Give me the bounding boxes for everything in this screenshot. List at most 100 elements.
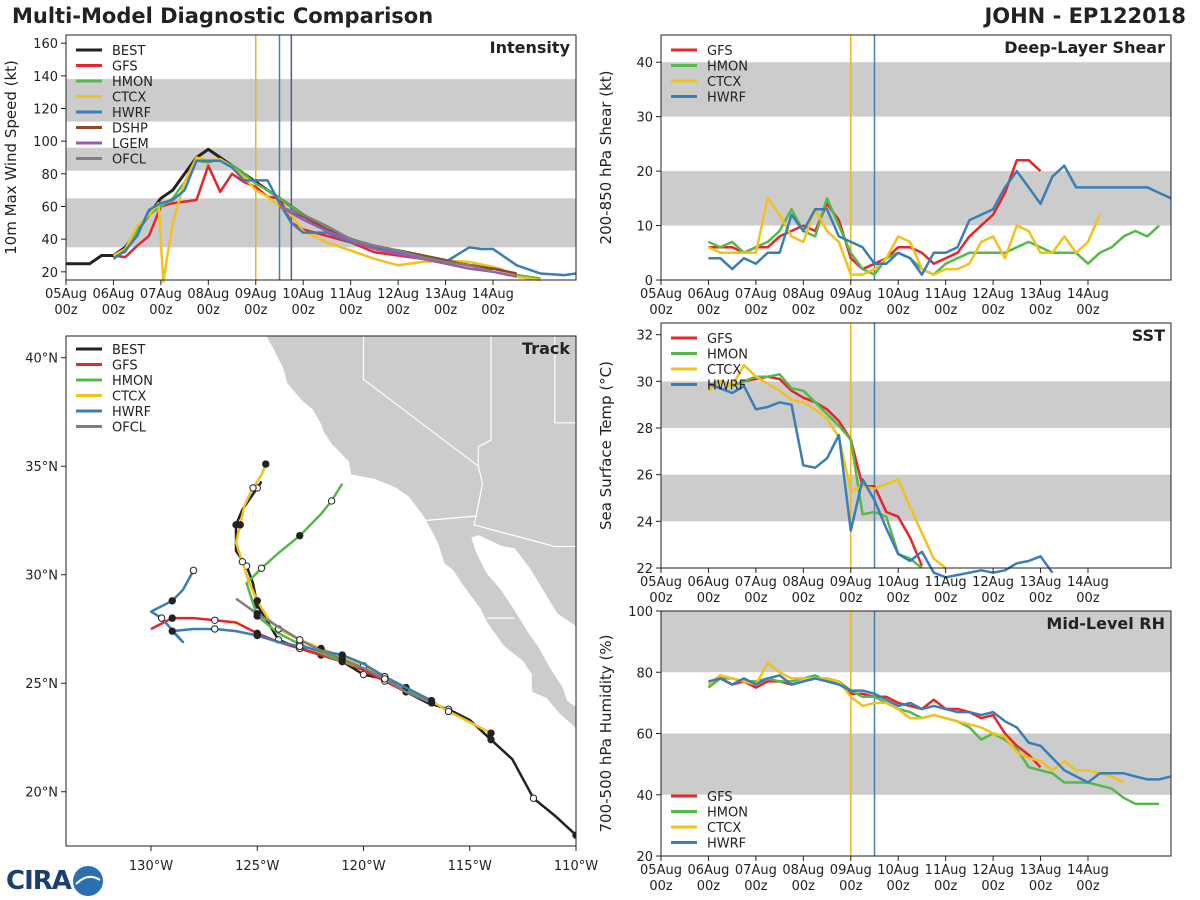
rh-xtick-label: 05Aug	[640, 863, 682, 878]
shear-xtick-sublabel: 00z	[934, 303, 958, 318]
intensity-ytick-label: 100	[33, 135, 58, 150]
rh-xtick-label: 12Aug	[972, 863, 1014, 878]
intensity-legend-label: LGEM	[112, 137, 149, 152]
shear-series-hwrf	[708, 164, 1172, 276]
shear-legend-label: CTCX	[707, 75, 741, 90]
track-hmon-point	[296, 531, 304, 540]
rh-xtick-sublabel: 00z	[697, 879, 721, 894]
intensity-xtick-sublabel: 00z	[54, 303, 78, 318]
track-frame	[65, 335, 577, 847]
sst-ytick-label: 32	[636, 329, 653, 344]
sst-ytick-label: 30	[636, 375, 653, 390]
track-ctcx-point	[253, 597, 261, 605]
sst-series-hwrf	[707, 382, 1054, 579]
sst-xtick-sublabel: 00z	[981, 591, 1005, 606]
intensity-ytick-label: 20	[41, 266, 58, 281]
rh-xtick-label: 06Aug	[687, 863, 729, 878]
track-hmon-point	[327, 497, 336, 505]
track-legend-label: HMON	[112, 374, 153, 389]
sst-xtick-label: 07Aug	[735, 575, 777, 590]
shear-series-ctcx	[707, 197, 1101, 276]
intensity-legend-label: GFS	[112, 60, 138, 75]
intensity-xtick-sublabel: 00z	[102, 303, 126, 318]
rh-xtick-sublabel: 00z	[792, 879, 816, 894]
intensity-xtick-label: 06Aug	[92, 287, 134, 302]
track-legend-label: GFS	[112, 359, 138, 374]
rh-xtick-sublabel: 00z	[649, 879, 673, 894]
track-legend-label: BEST	[112, 343, 145, 358]
intensity-ytick-label: 60	[41, 201, 58, 216]
intensity-legend-label: HWRF	[112, 106, 151, 121]
track-best-point	[529, 794, 538, 802]
track-legend-label: OFCL	[112, 421, 147, 436]
track-best-point	[487, 735, 495, 744]
shear-ytick-label: 40	[636, 56, 653, 71]
intensity-xtick-label: 12Aug	[377, 287, 419, 302]
track-ytick-label: 25°N	[25, 677, 58, 692]
intensity-frame	[65, 34, 577, 281]
shear-legend-label: HWRF	[707, 91, 746, 106]
rh-legend-label: HWRF	[707, 837, 746, 852]
rh-series-ctcx	[707, 661, 1125, 784]
track-ofcl-point	[427, 699, 436, 707]
shear-xtick-sublabel: 00z	[1076, 303, 1100, 318]
rh-xtick-label: 13Aug	[1020, 863, 1062, 878]
intensity-xtick-label: 08Aug	[187, 287, 229, 302]
intensity-xtick-sublabel: 00z	[434, 303, 458, 318]
shear-xtick-label: 07Aug	[735, 287, 777, 302]
intensity-ytick-label: 160	[33, 37, 58, 52]
cira-logo-globe	[73, 866, 103, 896]
rh-legend-label: CTCX	[707, 821, 741, 836]
shear-ytick-label: 20	[636, 165, 653, 180]
shear-xtick-label: 12Aug	[972, 287, 1014, 302]
sst-legend-label: HWRF	[707, 379, 746, 394]
track-hwrf-point	[189, 566, 198, 575]
track-hwrf-point	[253, 631, 261, 640]
intensity-xtick-sublabel: 00z	[481, 303, 505, 318]
rh-xtick-sublabel: 00z	[1029, 879, 1053, 894]
border-line	[537, 336, 576, 424]
track-panel: 130°W 125°W 120°W 115°W 110°W 20°N 25°N 30°N 35°…	[25, 335, 598, 874]
storm-id: JOHN - EP122018	[984, 4, 1186, 28]
track-gfs	[150, 616, 432, 704]
intensity-xtick-label: 10Aug	[282, 287, 324, 302]
intensity-xtick-label: 07Aug	[140, 287, 182, 302]
globe-swoosh	[75, 875, 101, 885]
sst-series-hmon	[707, 373, 923, 569]
rh-ytick-label: 100	[628, 605, 653, 620]
intensity-xtick-sublabel: 00z	[149, 303, 173, 318]
track-xtick-label: 110°W	[554, 859, 598, 874]
sst-ylabel: Sea Surface Temp (°C)	[597, 361, 615, 530]
track-map	[149, 336, 576, 839]
intensity-legend-label: DSHP	[112, 122, 148, 137]
track-gfs-point	[168, 614, 176, 622]
track-hwrf	[149, 569, 433, 702]
intensity-ytick-label: 80	[41, 168, 58, 183]
shear-xtick-sublabel: 00z	[1029, 303, 1053, 318]
shear-xtick-label: 13Aug	[1020, 287, 1062, 302]
intensity-ytick-label: 120	[33, 103, 58, 118]
track-ofcl-point	[296, 636, 304, 644]
sst-ytick-label: 24	[636, 515, 653, 530]
intensity-ylabel: 10m Max Wind Speed (kt)	[2, 60, 20, 255]
track-xtick-label: 120°W	[341, 859, 385, 874]
track-hwrf-point	[157, 614, 166, 622]
sst-xtick-label: 12Aug	[972, 575, 1014, 590]
track-title: Track	[522, 339, 570, 358]
sst-xtick-sublabel: 00z	[934, 591, 958, 606]
intensity-series-ofcl	[279, 205, 494, 274]
sst-legend-label: CTCX	[707, 363, 741, 378]
track-legend-label: HWRF	[112, 405, 151, 420]
sst-series-ctcx	[707, 363, 947, 569]
shear-xtick-sublabel: 00z	[839, 303, 863, 318]
intensity-band	[66, 79, 576, 122]
sst-xtick-sublabel: 00z	[792, 591, 816, 606]
rh-ytick-label: 20	[636, 850, 653, 865]
shear-xtick-sublabel: 00z	[697, 303, 721, 318]
intensity-legend-label: BEST	[112, 44, 145, 59]
sst-xtick-sublabel: 00z	[887, 591, 911, 606]
rh-xtick-label: 09Aug	[830, 863, 872, 878]
border-line	[425, 515, 576, 548]
track-hwrf-point	[168, 597, 176, 605]
sst-xtick-label: 11Aug	[925, 575, 967, 590]
